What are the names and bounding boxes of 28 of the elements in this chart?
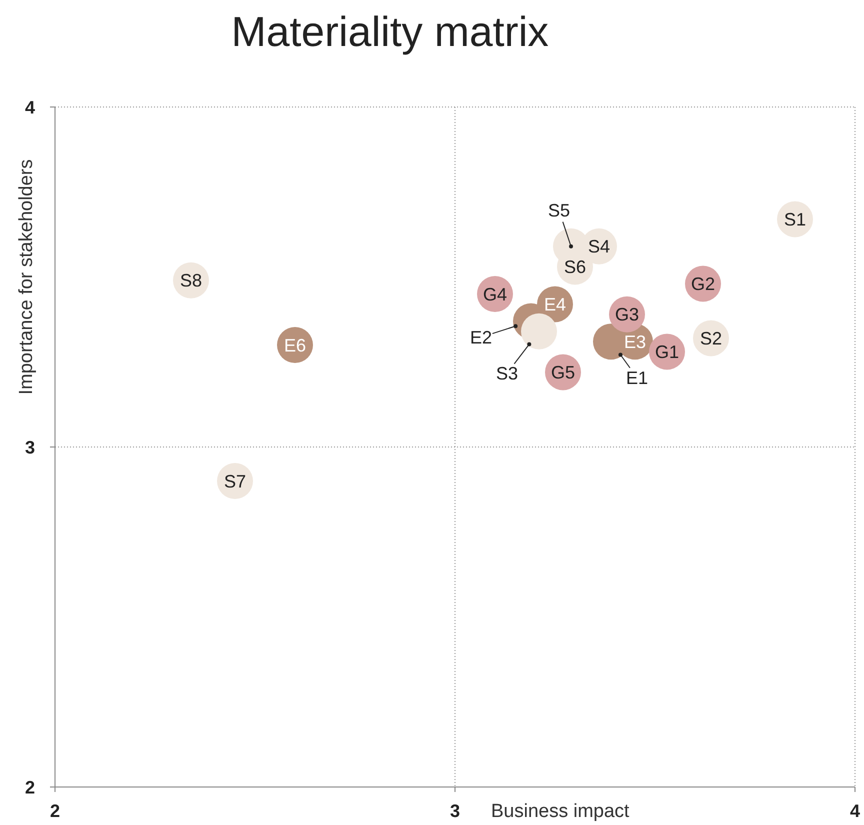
x-tick-label: 3	[450, 801, 460, 821]
annotation: G1	[654, 342, 680, 362]
annotation: G5	[550, 362, 576, 382]
annotation: E1	[626, 368, 648, 388]
y-tick-label: 4	[24, 97, 36, 118]
chart-title: Materiality matrix	[231, 8, 549, 55]
x-tick-label: 2	[50, 801, 60, 821]
annotation: S5	[548, 200, 570, 221]
annotation: S8	[180, 270, 202, 291]
x-tick-label: 4	[850, 801, 860, 821]
annotation: E6	[284, 335, 306, 356]
annotation: S4	[588, 236, 610, 257]
annotation: S2	[700, 328, 722, 348]
annotation: S7	[224, 471, 246, 492]
annotation: S1	[784, 210, 806, 230]
y-tick-label: 2	[24, 777, 36, 798]
annotation: E2	[470, 328, 492, 348]
x-axis-title: Business impact	[491, 801, 630, 822]
annotation: G4	[482, 284, 508, 304]
annotation: E4	[544, 294, 566, 314]
y-axis-title: Importance for stakeholders	[16, 159, 37, 395]
annotation: S6	[564, 257, 586, 278]
annotation: S3	[496, 364, 518, 384]
annotation: G3	[614, 304, 640, 325]
annotation: G2	[690, 274, 716, 294]
point	[521, 313, 557, 350]
annotation: E3	[624, 332, 646, 352]
y-tick-label: 3	[24, 437, 36, 458]
